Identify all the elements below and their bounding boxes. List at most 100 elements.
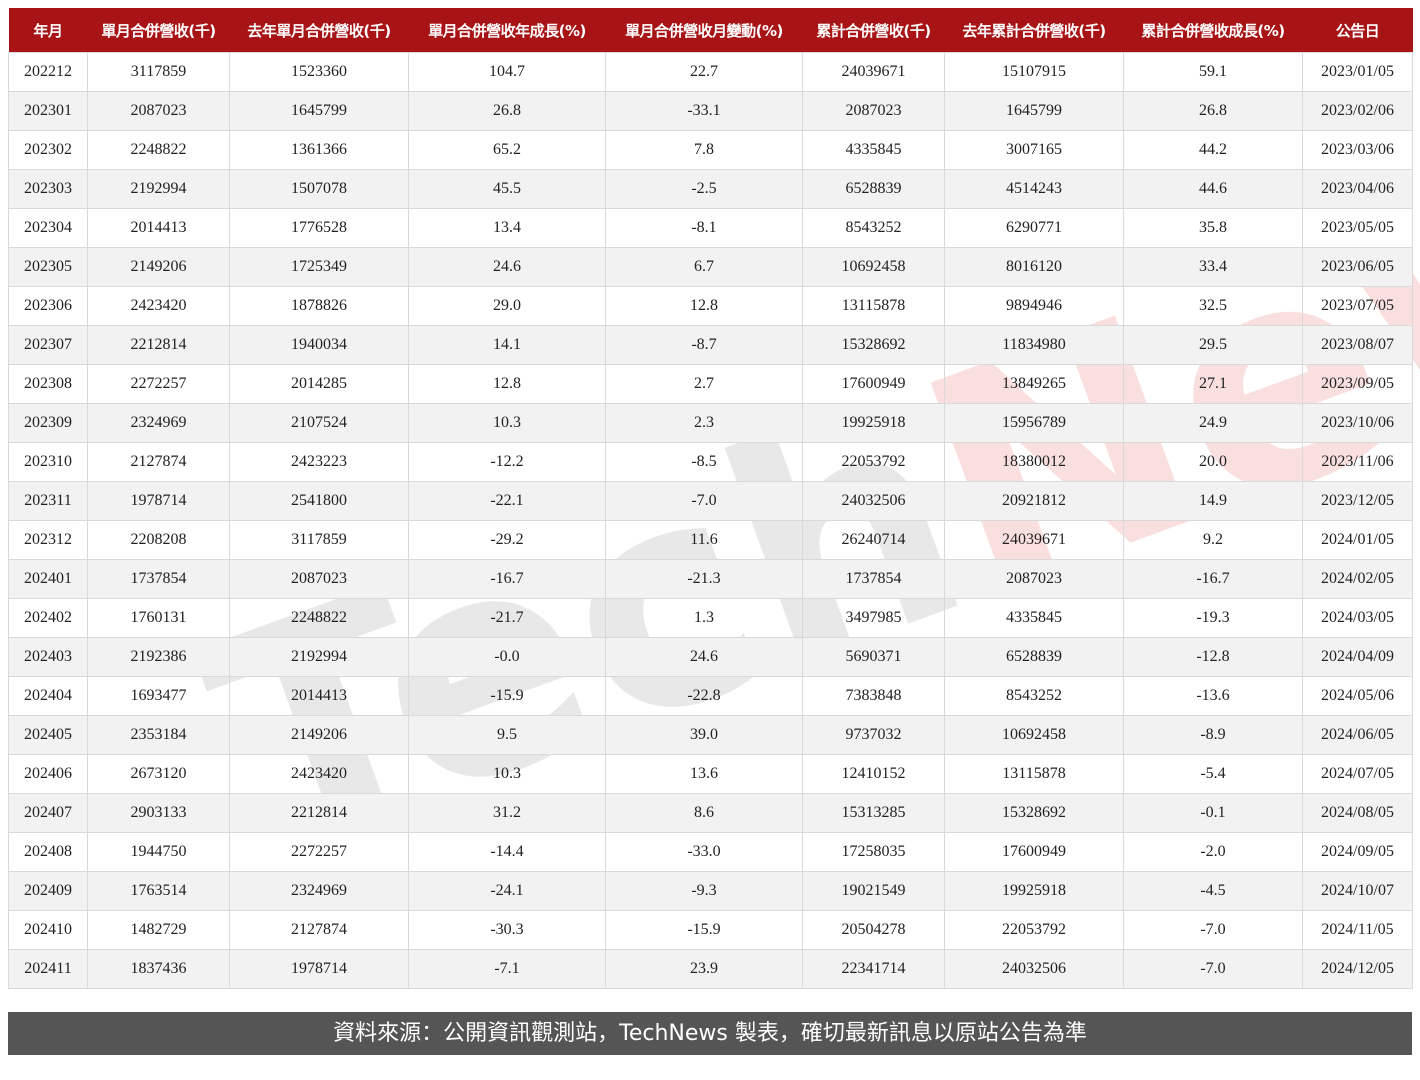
table-row: 202312 2208208 3117859 -29.2 11.6 26240714 240…	[8, 520, 1413, 560]
table-cell: 2248822	[87, 130, 230, 170]
table-cell: 7383848	[802, 676, 945, 716]
table-cell: -12.8	[1123, 637, 1303, 677]
table-cell: 14.1	[408, 325, 606, 365]
table-cell: -0.0	[408, 637, 606, 677]
table-cell: 26.8	[408, 91, 606, 131]
table-cell: 2024/07/05	[1302, 754, 1413, 794]
table-cell: 15328692	[802, 325, 945, 365]
table-cell: 13115878	[802, 286, 945, 326]
table-cell: 1878826	[229, 286, 409, 326]
table-cell: 11.6	[605, 520, 803, 560]
table-cell: 9737032	[802, 715, 945, 755]
table-cell: 2423223	[229, 442, 409, 482]
table-cell: -8.1	[605, 208, 803, 248]
table-cell: 20921812	[944, 481, 1124, 521]
table-cell: -7.0	[1123, 910, 1303, 950]
table-row: 202311 1978714 2541800 -22.1 -7.0 24032506 209…	[8, 481, 1413, 521]
table-cell: 1725349	[229, 247, 409, 287]
table-cell: 59.1	[1123, 52, 1303, 92]
table-cell: 2248822	[229, 598, 409, 638]
table-cell: 24.6	[408, 247, 606, 287]
table-cell: 26240714	[802, 520, 945, 560]
table-row: 202406 2673120 2423420 10.3 13.6 12410152 1311…	[8, 754, 1413, 794]
table-cell: -30.3	[408, 910, 606, 950]
source-footer: 資料來源：公開資訊觀測站，TechNews 製表，確切最新訊息以原站公告為準	[8, 1012, 1412, 1055]
table-row: 202309 2324969 2107524 10.3 2.3 19925918 15956…	[8, 403, 1413, 443]
table-cell: 2149206	[87, 247, 230, 287]
table-cell: 1523360	[229, 52, 409, 92]
table-header-row: 年月 單月合併營收(千) 去年單月合併營收(千) 單月合併營收年成長(%) 單月合併營收…	[8, 8, 1413, 53]
table-cell: 31.2	[408, 793, 606, 833]
table-cell: -22.8	[605, 676, 803, 716]
table-cell: 2127874	[87, 442, 230, 482]
column-header: 單月合併營收年成長(%)	[408, 8, 606, 53]
table-cell: -24.1	[408, 871, 606, 911]
table-cell: 24.9	[1123, 403, 1303, 443]
table-cell: 2024/10/07	[1302, 871, 1413, 911]
table-cell: 26.8	[1123, 91, 1303, 131]
table-cell: 1507078	[229, 169, 409, 209]
table-cell: 2087023	[229, 559, 409, 599]
table-cell: 202212	[8, 52, 88, 92]
table-cell: -7.0	[1123, 949, 1303, 989]
table-cell: 13.6	[605, 754, 803, 794]
table-cell: 2324969	[87, 403, 230, 443]
table-cell: 8.6	[605, 793, 803, 833]
table-cell: 24032506	[802, 481, 945, 521]
table-cell: 2023/10/06	[1302, 403, 1413, 443]
table-cell: -7.0	[605, 481, 803, 521]
table-cell: 1482729	[87, 910, 230, 950]
table-cell: 1978714	[229, 949, 409, 989]
table-cell: 33.4	[1123, 247, 1303, 287]
table-cell: 2014413	[229, 676, 409, 716]
table-cell: 1940034	[229, 325, 409, 365]
table-cell: 3007165	[944, 130, 1124, 170]
table-cell: 2024/12/05	[1302, 949, 1413, 989]
table-cell: 2023/03/06	[1302, 130, 1413, 170]
table-cell: 3117859	[87, 52, 230, 92]
table-cell: 12410152	[802, 754, 945, 794]
table-cell: -16.7	[408, 559, 606, 599]
table-cell: 2024/06/05	[1302, 715, 1413, 755]
table-cell: 10.3	[408, 403, 606, 443]
table-cell: 6528839	[802, 169, 945, 209]
table-cell: 13115878	[944, 754, 1124, 794]
table-cell: 12.8	[605, 286, 803, 326]
table-cell: 2353184	[87, 715, 230, 755]
table-cell: -21.7	[408, 598, 606, 638]
table-cell: 17258035	[802, 832, 945, 872]
table-cell: 29.5	[1123, 325, 1303, 365]
table-cell: -29.2	[408, 520, 606, 560]
table-cell: 2024/09/05	[1302, 832, 1413, 872]
table-cell: 202411	[8, 949, 88, 989]
table-row: 202410 1482729 2127874 -30.3 -15.9 20504278 22…	[8, 910, 1413, 950]
table-row: 202303 2192994 1507078 45.5 -2.5 6528839 45142…	[8, 169, 1413, 209]
table-cell: 45.5	[408, 169, 606, 209]
table-cell: 2023/01/05	[1302, 52, 1413, 92]
table-cell: 2023/04/06	[1302, 169, 1413, 209]
column-header: 去年單月合併營收(千)	[229, 8, 409, 53]
table-cell: -7.1	[408, 949, 606, 989]
table-cell: -5.4	[1123, 754, 1303, 794]
table-cell: 8543252	[944, 676, 1124, 716]
table-cell: 202304	[8, 208, 88, 248]
table-cell: 22.7	[605, 52, 803, 92]
table-cell: 104.7	[408, 52, 606, 92]
table-cell: 3497985	[802, 598, 945, 638]
table-row: 202308 2272257 2014285 12.8 2.7 17600949 13849…	[8, 364, 1413, 404]
table-cell: 202309	[8, 403, 88, 443]
table-row: 202409 1763514 2324969 -24.1 -9.3 19021549 199…	[8, 871, 1413, 911]
table-cell: 202303	[8, 169, 88, 209]
table-cell: 2212814	[87, 325, 230, 365]
table-cell: 1.3	[605, 598, 803, 638]
table-cell: 202410	[8, 910, 88, 950]
table-cell: 2423420	[87, 286, 230, 326]
table-cell: 9.5	[408, 715, 606, 755]
column-header: 公告日	[1302, 8, 1413, 53]
table-row: 202310 2127874 2423223 -12.2 -8.5 22053792 183…	[8, 442, 1413, 482]
table-cell: 202307	[8, 325, 88, 365]
table-cell: 13849265	[944, 364, 1124, 404]
table-cell: 1763514	[87, 871, 230, 911]
column-header: 單月合併營收月變動(%)	[605, 8, 803, 53]
table-cell: 1776528	[229, 208, 409, 248]
